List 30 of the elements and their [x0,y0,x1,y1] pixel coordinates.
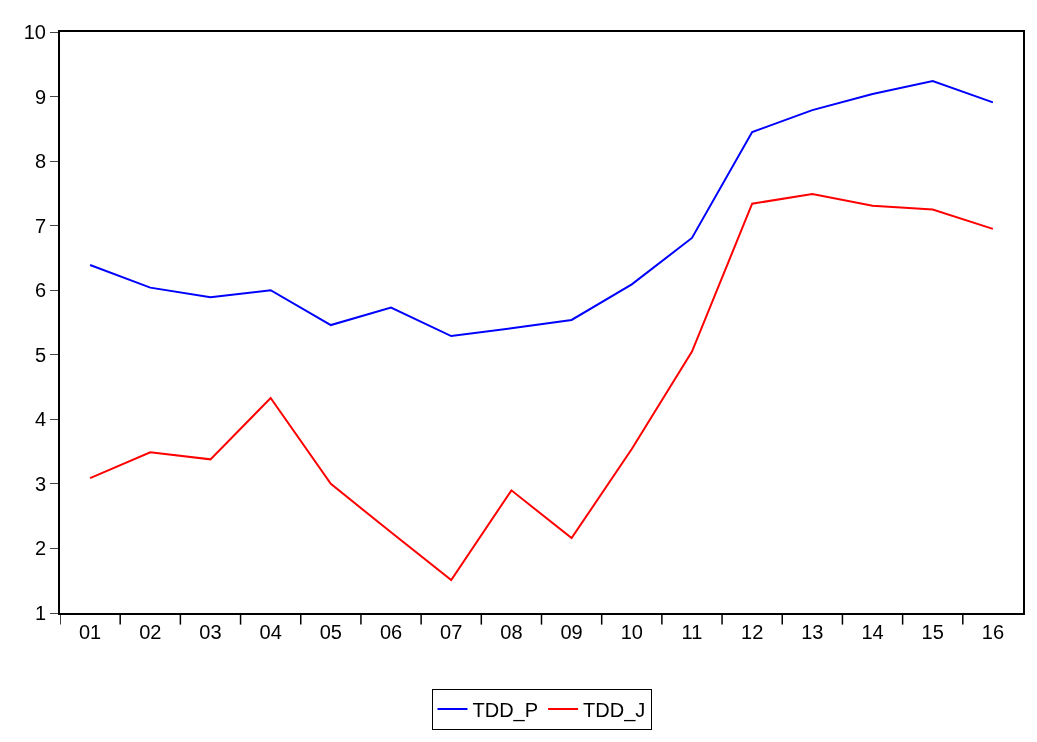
y-tick-label: 3 [34,472,46,495]
y-tick-label: 2 [34,537,46,560]
legend-label: TDD_P [472,698,539,722]
x-tick-label: 05 [319,621,342,643]
y-tick-label: 8 [34,150,46,173]
x-tick-label: 06 [379,621,403,643]
x-tick-label: 02 [139,621,162,643]
y-tick-label: 1 [34,602,46,624]
x-tick-label: 07 [440,621,463,643]
line-series [89,193,994,582]
y-tick-label: 9 [34,85,46,108]
x-tick-label: 13 [801,621,824,643]
x-tick-label: 03 [199,621,222,643]
y-tick-label: 5 [34,343,46,366]
x-tick-label: 12 [741,621,764,643]
x-tick-label: 09 [560,621,583,643]
x-tick-label: 04 [259,621,282,643]
x-tick-label: 14 [861,621,884,643]
y-tick-label: 7 [34,214,46,237]
x-tick-label: 10 [620,621,643,643]
y-tick-label: 4 [34,408,46,431]
x-tick-label: 15 [921,621,944,643]
x-tick-label: 16 [981,621,1005,643]
y-tick-label: 10 [23,21,46,43]
y-tick-label: 6 [34,279,46,302]
x-tick-label: 01 [78,621,102,643]
line-series [89,80,994,338]
legend-label: TDD_J [583,698,646,722]
x-tick-label: 11 [681,621,703,643]
x-tick-label: 08 [500,621,523,643]
